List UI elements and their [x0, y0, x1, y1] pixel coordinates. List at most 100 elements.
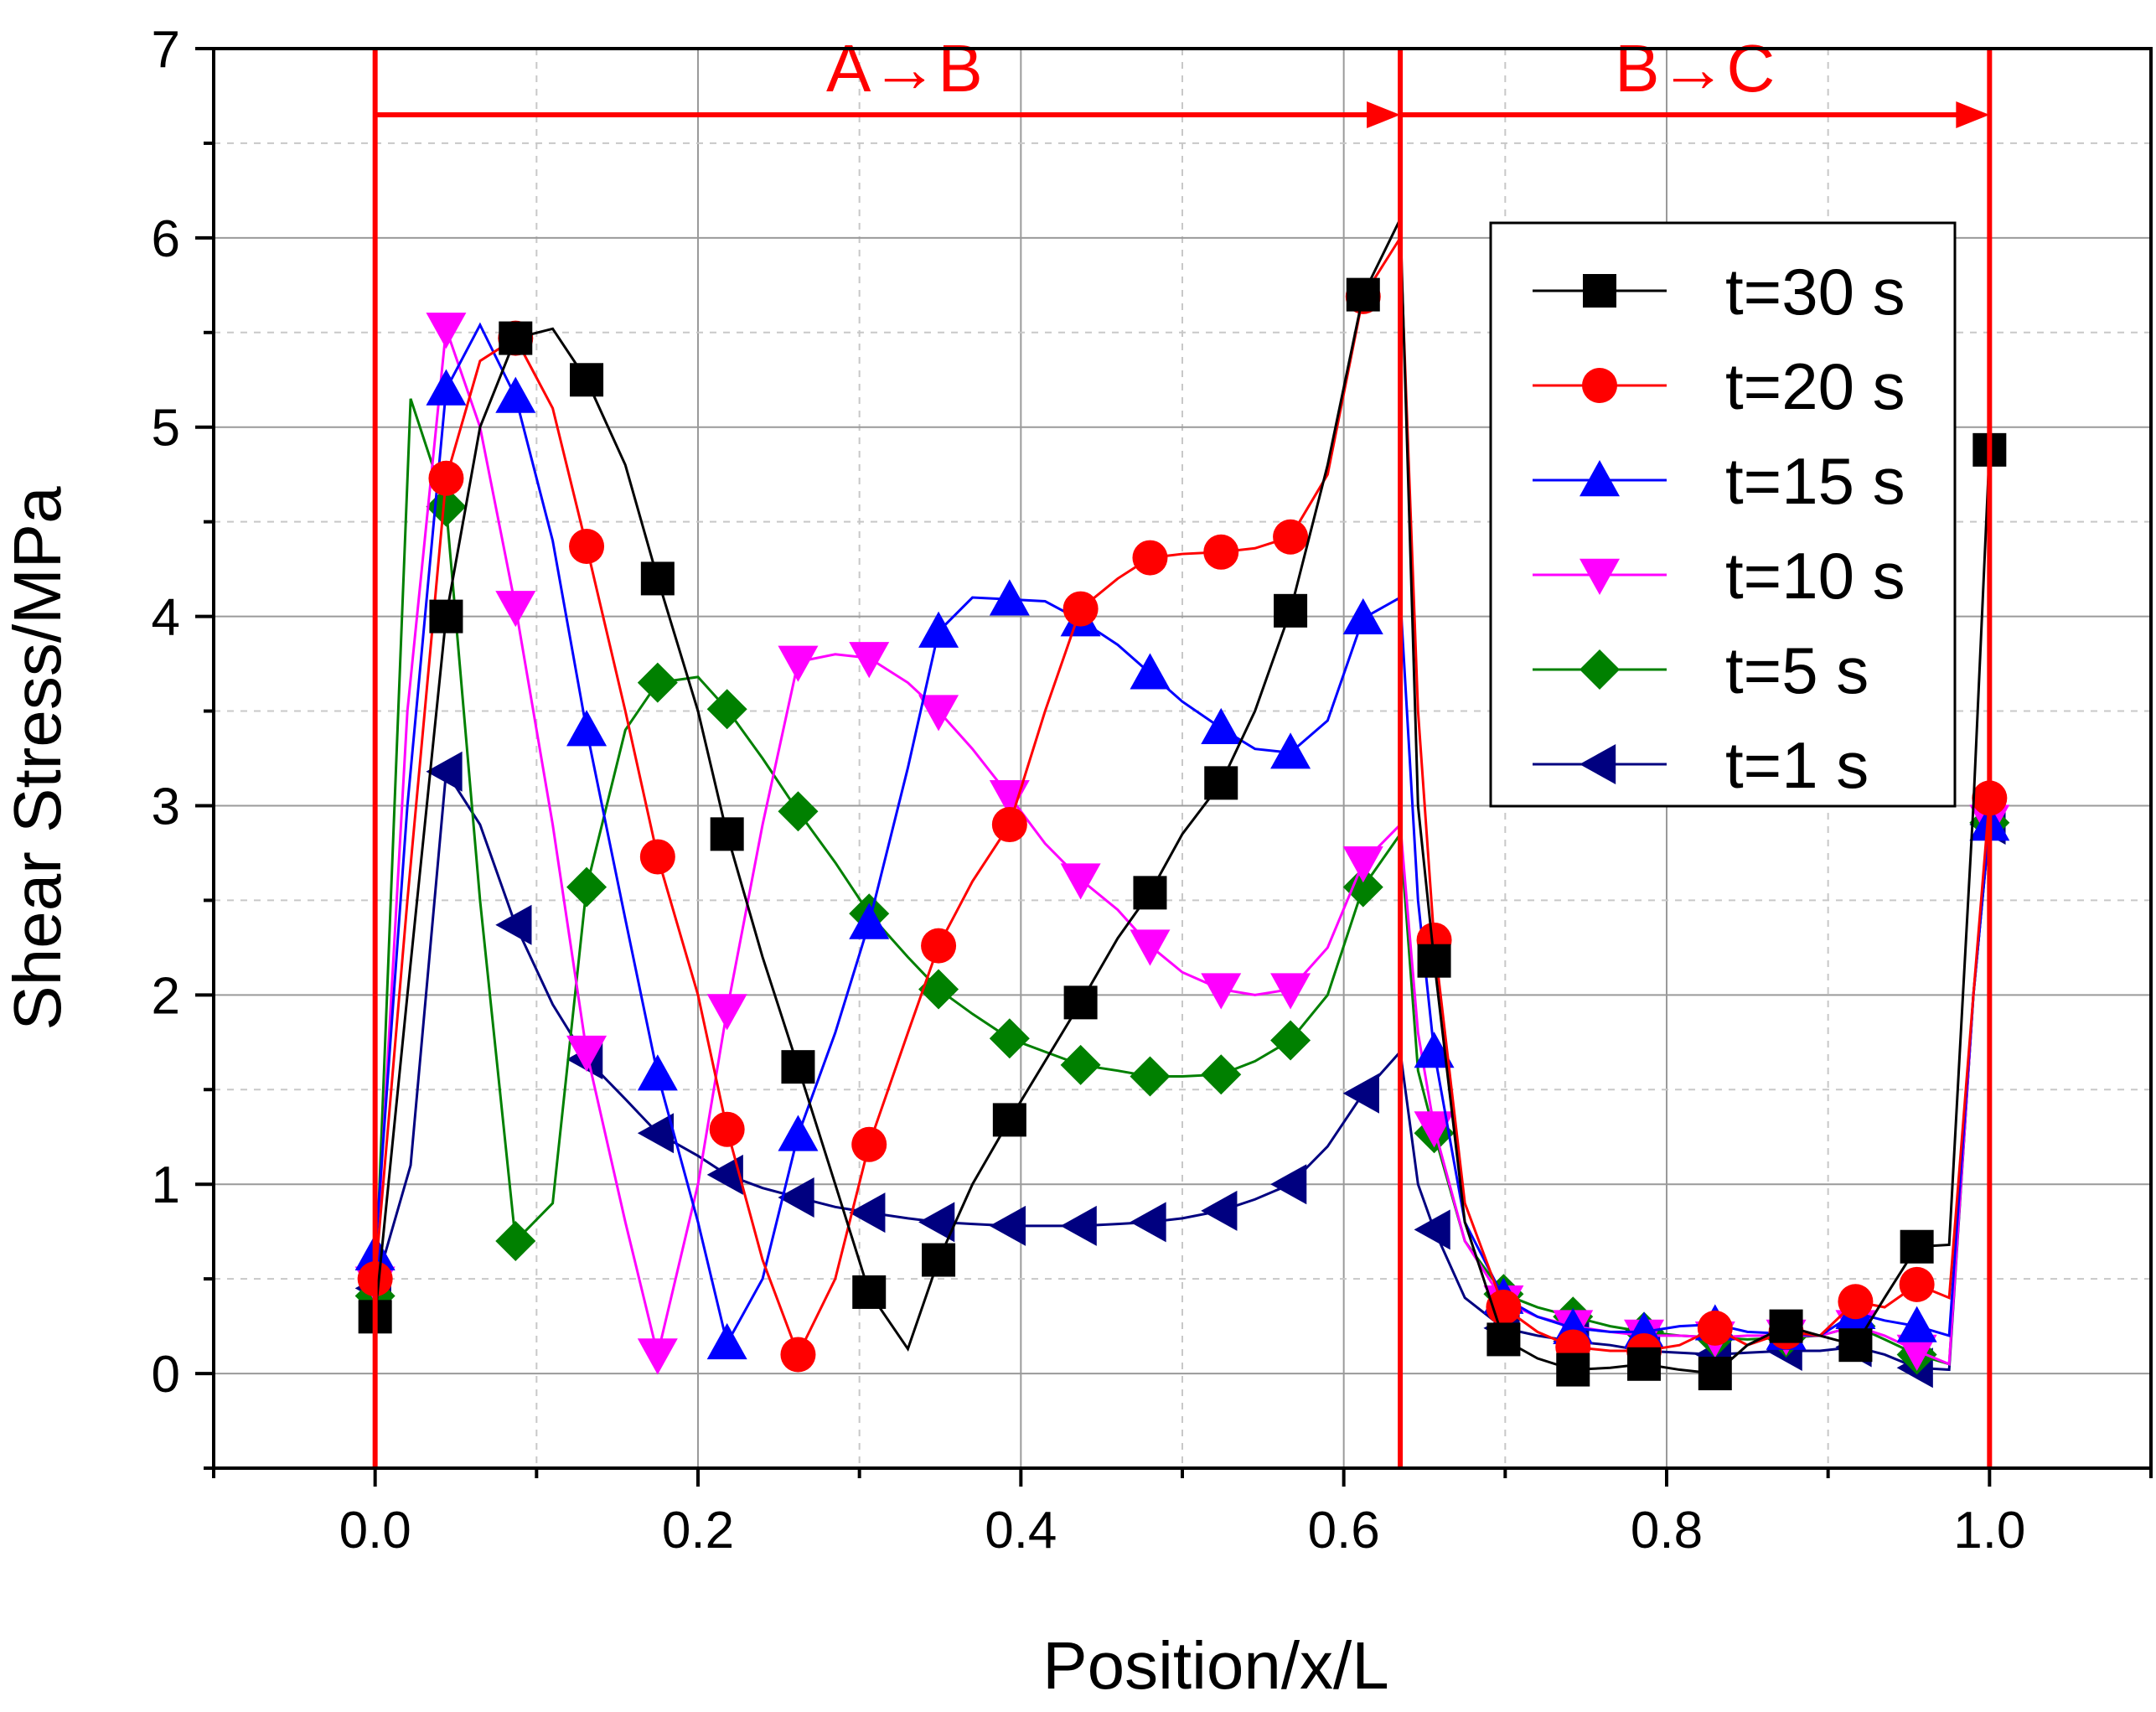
data-point: [1896, 1306, 1937, 1342]
data-point: [706, 1154, 743, 1195]
legend-label: t=1 s: [1725, 728, 1869, 802]
data-point: [1342, 1073, 1379, 1114]
data-point: [570, 363, 604, 397]
data-point: [1342, 846, 1383, 883]
data-point: [781, 1050, 815, 1084]
data-point: [1769, 1309, 1803, 1343]
legend-label: t=20 s: [1725, 349, 1905, 423]
data-point: [1062, 591, 1099, 627]
x-tick-label: 0.8: [1631, 1502, 1703, 1559]
data-point: [918, 611, 959, 648]
data-point: [1060, 1205, 1097, 1246]
data-point: [429, 599, 463, 634]
data-point: [1201, 1190, 1238, 1231]
legend-item: t=15 s: [1533, 444, 1905, 518]
legend-marker: [1580, 558, 1620, 595]
legend-item: t=10 s: [1533, 539, 1905, 613]
data-point: [849, 903, 890, 939]
data-point: [1346, 277, 1380, 312]
data-point: [428, 460, 464, 496]
data-point: [1486, 1322, 1521, 1357]
region-arrow-head: [1956, 101, 1990, 129]
series-t-30-s: [358, 218, 2007, 1391]
data-point: [918, 695, 959, 732]
data-point: [426, 751, 463, 792]
legend-marker: [1580, 460, 1620, 497]
data-point: [639, 839, 675, 875]
data-point: [1414, 1209, 1450, 1250]
legend-label: t=5 s: [1725, 634, 1869, 707]
data-point: [1201, 707, 1242, 745]
data-point: [1203, 534, 1239, 570]
legend-item: t=5 s: [1533, 634, 1869, 707]
data-point: [1132, 540, 1168, 576]
legend-item: t=30 s: [1533, 255, 1905, 328]
data-point: [851, 1126, 887, 1162]
y-axis-title: Shear Stress/MPa: [0, 486, 75, 1031]
data-point: [1698, 1357, 1732, 1391]
data-point: [778, 645, 819, 682]
data-point: [989, 579, 1030, 616]
data-point: [1063, 985, 1098, 1020]
data-point: [1627, 1347, 1662, 1381]
data-point: [1133, 876, 1167, 910]
y-tick-label: 7: [152, 21, 180, 79]
data-point: [780, 1337, 816, 1373]
region-markers: A→B B→C: [372, 31, 1993, 1468]
y-tick-label: 5: [152, 400, 180, 458]
data-point: [1274, 593, 1308, 628]
x-tick-label: 1.0: [1953, 1502, 2025, 1559]
data-point: [1270, 1164, 1307, 1205]
legend-label: t=10 s: [1725, 539, 1905, 613]
data-point: [991, 807, 1027, 843]
data-point: [778, 1177, 814, 1218]
data-point: [709, 1111, 745, 1147]
legend-marker: [1580, 744, 1616, 784]
data-point: [495, 1220, 536, 1261]
data-point: [852, 1275, 887, 1309]
data-point: [1130, 653, 1171, 690]
legend-marker: [1580, 649, 1620, 690]
data-point: [637, 1113, 675, 1154]
legend-marker: [1583, 274, 1616, 308]
data-point: [1900, 1229, 1934, 1264]
region-arrow-head: [1367, 101, 1401, 129]
data-point: [921, 928, 957, 964]
x-axis-title: Position/x/L: [1042, 1628, 1389, 1703]
data-point: [1201, 1054, 1242, 1095]
data-point: [566, 1035, 608, 1073]
data-point: [1270, 732, 1311, 769]
data-point: [1273, 519, 1309, 555]
data-point: [426, 369, 467, 406]
data-point: [1201, 973, 1242, 1010]
x-tick-label: 0.4: [985, 1502, 1057, 1559]
data-point: [1838, 1284, 1874, 1320]
data-point: [569, 529, 605, 565]
legend-item: t=20 s: [1533, 349, 1905, 423]
y-tick-label: 3: [152, 778, 180, 835]
data-point: [1204, 766, 1238, 800]
data-point: [566, 866, 608, 908]
data-point: [1556, 1353, 1590, 1387]
data-point: [778, 791, 819, 832]
data-point: [637, 1338, 678, 1375]
data-point: [637, 1054, 678, 1091]
data-point: [706, 689, 747, 730]
region-label: A→B: [826, 31, 983, 106]
data-point: [1270, 973, 1311, 1010]
data-point: [1060, 863, 1101, 900]
data-point: [1697, 1310, 1733, 1346]
data-point: [1270, 1020, 1311, 1061]
data-point: [1899, 1266, 1935, 1302]
data-point: [989, 1018, 1030, 1059]
data-point: [706, 994, 747, 1031]
data-point: [1342, 866, 1383, 908]
data-point: [426, 313, 467, 349]
data-point: [495, 376, 536, 413]
legend-item: t=1 s: [1533, 728, 1869, 802]
data-point: [495, 591, 536, 628]
data-point: [1486, 1290, 1522, 1326]
data-point: [778, 1115, 819, 1151]
data-point: [1130, 1056, 1171, 1097]
